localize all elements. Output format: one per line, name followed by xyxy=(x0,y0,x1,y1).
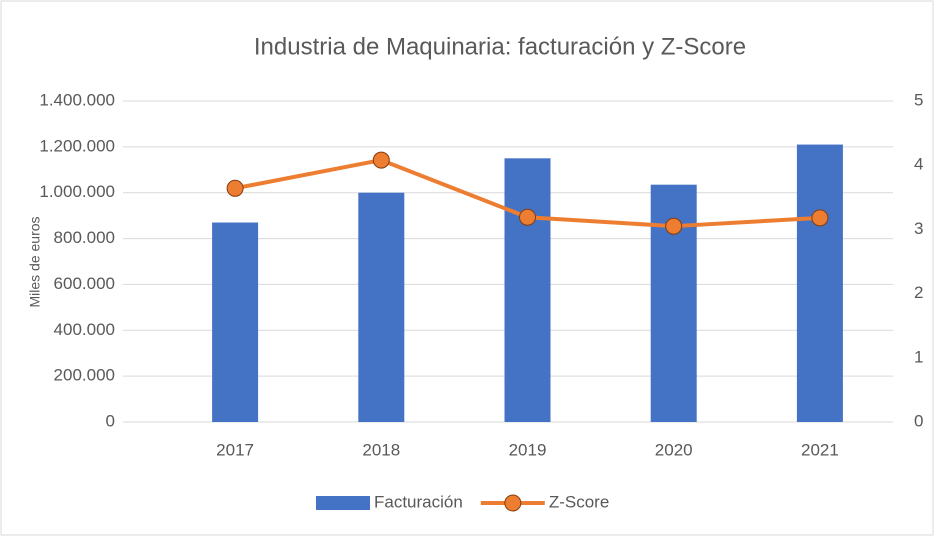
point xyxy=(372,151,390,169)
legend-label: Facturación xyxy=(374,492,463,511)
y-tick-label: 200.000 xyxy=(54,366,115,385)
y2-tick-label: 2 xyxy=(914,283,923,302)
point xyxy=(226,179,244,197)
y2-tick-label: 4 xyxy=(914,155,923,174)
y-tick-label: 600.000 xyxy=(54,274,115,293)
legend-marker xyxy=(504,494,522,512)
legend-label: Z-Score xyxy=(549,492,609,511)
y-tick-label: 1.200.000 xyxy=(39,136,115,155)
y-axis-label: Miles de euros xyxy=(27,216,43,307)
point xyxy=(665,217,683,235)
y2-tick-label: 5 xyxy=(914,90,923,109)
bar xyxy=(504,158,551,423)
x-tick-label: 2017 xyxy=(216,440,254,459)
x-tick-label: 2021 xyxy=(801,440,839,459)
bar xyxy=(212,222,259,422)
y-tick-label: 0 xyxy=(106,411,115,430)
y2-tick-label: 1 xyxy=(914,347,923,366)
y-tick-label: 800.000 xyxy=(54,228,115,247)
bar xyxy=(358,192,405,422)
y-tick-label: 1.000.000 xyxy=(39,182,115,201)
y2-tick-label: 0 xyxy=(914,411,923,430)
y-tick-label: 400.000 xyxy=(54,320,115,339)
x-tick-label: 2019 xyxy=(509,440,547,459)
legend-swatch xyxy=(316,496,370,510)
bar xyxy=(796,144,843,423)
x-tick-label: 2018 xyxy=(362,440,400,459)
chart-title: Industria de Maquinaria: facturación y Z… xyxy=(254,33,746,60)
point xyxy=(519,208,536,226)
point xyxy=(811,209,829,227)
x-tick-label: 2020 xyxy=(655,440,693,459)
y2-tick-label: 3 xyxy=(914,219,923,238)
y-tick-label: 1.400.000 xyxy=(39,90,115,109)
